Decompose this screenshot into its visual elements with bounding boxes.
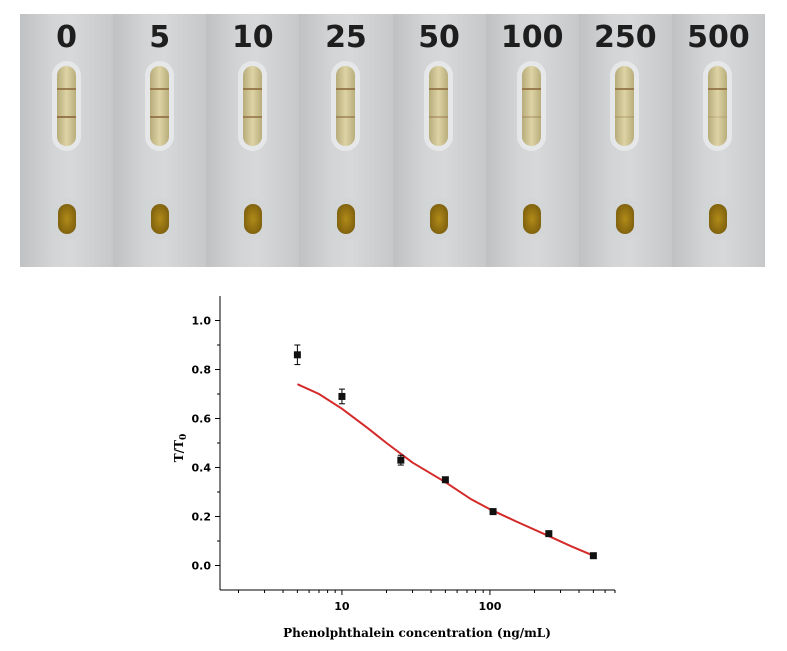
- sample-pad: [150, 204, 169, 234]
- strip-result-window: [242, 66, 262, 146]
- test-line: [149, 116, 169, 118]
- y-tick-label: 0.8: [192, 364, 212, 377]
- strip-concentration-label: 0: [56, 20, 77, 55]
- data-point: [489, 508, 497, 516]
- test-strip: 500: [671, 14, 765, 267]
- x-tick-label: 100: [478, 600, 501, 613]
- y-tick-label: 0.2: [192, 511, 212, 524]
- sample-pad: [243, 204, 262, 234]
- x-tick-label: 10: [334, 600, 350, 613]
- strip-result-window: [522, 66, 542, 146]
- strip-concentration-label: 5: [149, 20, 171, 55]
- y-tick-label: 0.6: [192, 413, 212, 426]
- data-point: [397, 456, 405, 464]
- sample-pad: [57, 204, 76, 234]
- data-point: [589, 552, 597, 560]
- test-strip-photo: 0 5 10 25 50 100 250 500: [20, 14, 765, 267]
- data-points-layer: [293, 344, 597, 560]
- strip-result-window: [615, 66, 635, 146]
- test-strip: 25: [299, 14, 394, 267]
- strip-concentration-label: 100: [500, 20, 564, 55]
- sample-pad: [616, 204, 635, 234]
- control-line: [56, 88, 76, 90]
- strip-result-window: [335, 66, 355, 146]
- test-line: [335, 116, 355, 118]
- test-strip: 250: [578, 14, 673, 267]
- fit-curve: [296, 383, 594, 557]
- control-line: [149, 88, 169, 90]
- test-line: [429, 116, 449, 118]
- test-line: [56, 116, 76, 118]
- control-line: [522, 88, 542, 90]
- axes: 0.0 0.2 0.4 0.6 0.8 1.0 10 100: [192, 296, 616, 613]
- data-point: [293, 351, 301, 359]
- data-point: [545, 530, 553, 538]
- sample-pad: [523, 204, 542, 234]
- control-line: [242, 88, 262, 90]
- strip-result-window: [149, 66, 169, 146]
- test-strip: 5: [113, 14, 208, 267]
- y-axis-label: T/T0: [172, 434, 189, 463]
- y-tick-label: 0.4: [192, 462, 212, 475]
- y-axis-label-subscript: 0: [179, 434, 189, 440]
- strip-concentration-label: 250: [594, 20, 657, 55]
- strip-result-window: [429, 66, 449, 146]
- y-tick-label: 1.0: [192, 315, 212, 328]
- y-axis-label-main: T/T: [172, 440, 186, 462]
- data-point: [441, 476, 449, 484]
- strip-concentration-label: 50: [418, 20, 460, 55]
- fit-curve-layer: [296, 383, 594, 557]
- test-strip: 50: [392, 14, 487, 267]
- control-line: [335, 88, 355, 90]
- test-line: [522, 116, 542, 118]
- sample-pad: [430, 204, 449, 234]
- test-line: [615, 116, 635, 118]
- sample-pad: [336, 204, 355, 234]
- chart: 0.0 0.2 0.4 0.6 0.8 1.0 10 100 Phenolphthalein …: [172, 296, 616, 640]
- strip-result-window: [56, 66, 76, 146]
- test-strip: 10: [206, 14, 301, 267]
- strip-concentration-label: 10: [231, 20, 274, 55]
- control-line: [429, 88, 449, 90]
- data-point: [338, 392, 346, 400]
- sample-pad: [709, 204, 728, 234]
- strip-result-window: [708, 66, 728, 146]
- test-line: [708, 116, 728, 118]
- control-line: [708, 88, 728, 90]
- test-strip: 0: [20, 14, 115, 267]
- strip-concentration-label: 25: [325, 20, 367, 55]
- strip-concentration-label: 500: [687, 20, 750, 55]
- x-axis-label: Phenolphthalein concentration (ng/mL): [283, 626, 551, 640]
- test-line: [242, 116, 262, 118]
- test-strip: 100: [485, 14, 580, 267]
- y-tick-label: 0.0: [192, 560, 212, 573]
- control-line: [615, 88, 635, 90]
